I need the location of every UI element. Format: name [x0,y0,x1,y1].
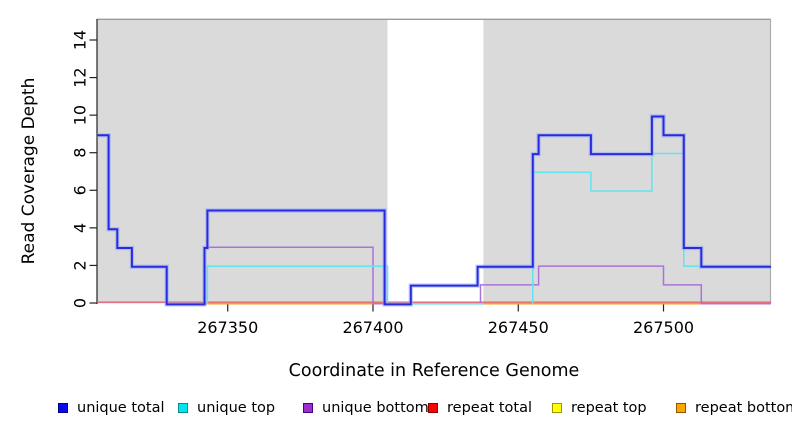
y-tick-label: 2 [71,260,90,270]
shaded-region-1 [483,19,771,304]
x-tick-label: 267400 [342,318,403,337]
y-tick-label: 12 [71,67,90,87]
x-axis-label: Coordinate in Reference Genome [288,361,580,381]
y-tick-label: 14 [71,30,90,50]
y-tick-label: 4 [71,223,90,233]
series-line-unique-bottom [203,246,771,305]
shaded-region-0 [97,19,388,304]
y-tick-label: 8 [71,148,90,158]
series-line-unique-total [97,115,771,306]
x-tick-label: 267500 [633,318,694,337]
y-tick-label: 10 [71,105,90,125]
y-tick-label: 0 [71,298,90,308]
x-tick-label: 267350 [197,318,258,337]
y-axis-label: Read Coverage Depth [19,77,39,265]
x-tick-label: 267450 [488,318,549,337]
y-tick-label: 6 [71,185,90,195]
